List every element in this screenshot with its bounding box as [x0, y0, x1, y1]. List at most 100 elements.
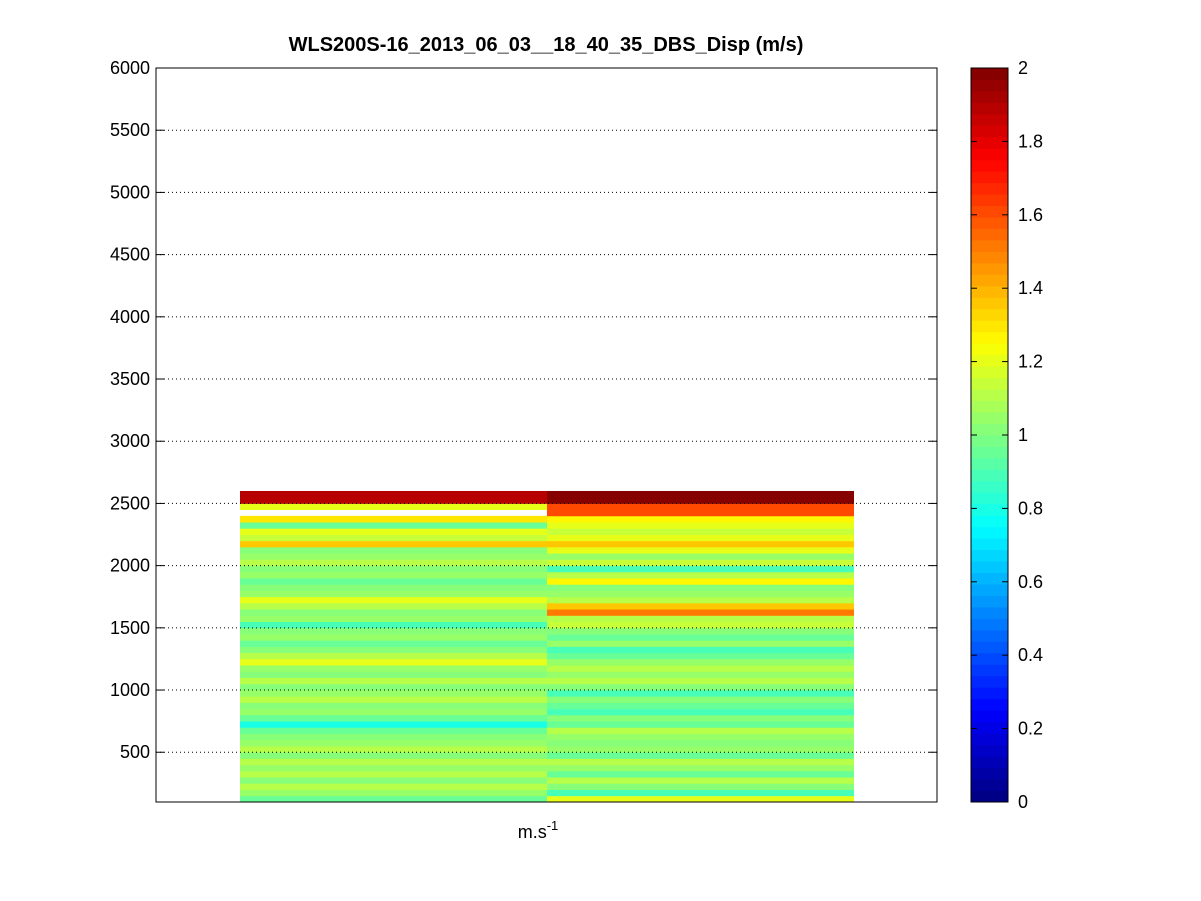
heatmap-cell — [240, 578, 547, 585]
colorbar-swatch — [971, 217, 1008, 229]
heatmap-cell — [240, 770, 547, 778]
heatmap-cell — [240, 546, 547, 554]
colorbar-swatch — [971, 698, 1008, 711]
heatmap-cell — [547, 596, 854, 604]
colorbar-swatch — [971, 721, 1008, 734]
heatmap-cell — [547, 528, 854, 535]
heatmap-cell — [240, 640, 547, 647]
colorbar-swatch — [971, 526, 1008, 539]
colorbar-tick-label: 0.8 — [1018, 498, 1043, 518]
heatmap-cell — [547, 677, 854, 685]
heatmap-cell — [547, 795, 854, 803]
colorbar-tick-label: 0 — [1018, 792, 1028, 812]
colorbar-swatch — [971, 377, 1008, 390]
heatmap-cell — [240, 677, 547, 685]
colorbar-swatch — [971, 412, 1008, 424]
heatmap-cell — [547, 739, 854, 747]
heatmap-cell — [240, 559, 547, 567]
colorbar-swatch — [971, 607, 1008, 619]
colorbar-tick-label: 1 — [1018, 425, 1028, 445]
colorbar-swatch — [971, 779, 1008, 791]
heatmap-cell — [240, 590, 547, 598]
heatmap-cell — [240, 795, 547, 803]
colorbar-swatch — [971, 285, 1008, 298]
colorbar-tick-label: 1.2 — [1018, 352, 1043, 372]
colorbar-swatch — [971, 435, 1008, 447]
colorbar-swatch — [971, 641, 1008, 654]
colorbar-swatch — [971, 102, 1008, 115]
colorbar-swatch — [971, 331, 1008, 344]
colorbar-swatch — [971, 446, 1008, 459]
heatmap-cell — [240, 658, 547, 666]
y-tick-label: 6000 — [110, 58, 150, 78]
heatmap-cell — [547, 665, 854, 672]
colorbar-swatch — [971, 469, 1008, 482]
heatmap-cell — [240, 733, 547, 741]
heatmap-cell — [547, 553, 854, 560]
y-tick-label: 4000 — [110, 307, 150, 327]
colorbar-swatch — [971, 171, 1008, 184]
y-tick-label: 3000 — [110, 431, 150, 451]
heatmap-cell — [240, 721, 547, 728]
heatmap-cell — [240, 777, 547, 784]
colorbar-swatch — [971, 572, 1008, 585]
colorbar-swatch — [971, 756, 1008, 768]
colorbar-swatch — [971, 125, 1008, 138]
heatmap-cells — [240, 490, 854, 803]
colorbar-swatch — [971, 251, 1008, 264]
heatmap-cell — [547, 721, 854, 728]
colorbar-swatch — [971, 515, 1008, 528]
heatmap-cell — [547, 509, 854, 517]
heatmap-cell — [547, 758, 854, 766]
heatmap-cell — [547, 627, 854, 635]
colorbar-swatch — [971, 687, 1008, 700]
colorbar-swatch — [971, 205, 1008, 218]
colorbar-tick-label: 2 — [1018, 58, 1028, 78]
heatmap-cell — [547, 590, 854, 598]
heatmap-cell — [547, 571, 854, 579]
heatmap-cell — [547, 602, 854, 610]
colorbar-swatch — [971, 595, 1008, 608]
heatmap-cell — [240, 789, 547, 797]
colorbar-swatch — [971, 480, 1008, 493]
colorbar-swatch — [971, 744, 1008, 757]
heatmap-cell — [240, 528, 547, 535]
heatmap-cell — [547, 727, 854, 734]
colorbar-swatch — [971, 675, 1008, 688]
colorbar-swatch — [971, 113, 1008, 126]
colorbar-swatch — [971, 68, 1008, 80]
heatmap-cell — [547, 652, 854, 660]
colorbar-swatch — [971, 767, 1008, 780]
colorbar-swatch — [971, 228, 1008, 241]
heatmap-cell — [547, 615, 854, 623]
heatmap-cell — [547, 702, 854, 710]
colorbar-swatch — [971, 457, 1008, 470]
y-axis: 500 1000 1500 2000 2500 3000 3500 4000 4500 5000 5… — [110, 58, 937, 762]
colorbar-tick-label: 0.4 — [1018, 645, 1043, 665]
heatmap-cell — [547, 490, 854, 498]
heatmap-cell — [547, 503, 854, 511]
colorbar-swatch — [971, 423, 1008, 436]
colorbar-swatch — [971, 400, 1008, 413]
heatmap-cell — [240, 739, 547, 747]
colorbar-swatch — [971, 194, 1008, 207]
heatmap-cell — [547, 690, 854, 697]
colorbar-swatch — [971, 320, 1008, 333]
heatmap-cell — [240, 497, 547, 504]
heatmap-cell — [240, 515, 547, 523]
heatmap-cell — [240, 652, 547, 660]
colorbar-tick-label: 1.8 — [1018, 131, 1043, 151]
heatmap-cell — [547, 621, 854, 629]
heatmap-cell — [547, 714, 854, 722]
heatmap-cell — [240, 621, 547, 629]
heatmap-cell — [240, 602, 547, 610]
heatmap-cell — [547, 540, 854, 548]
heatmap-cell — [547, 733, 854, 741]
y-tick-label: 1000 — [110, 680, 150, 700]
colorbar-swatch — [971, 549, 1008, 562]
colorbar-tick-label: 1.4 — [1018, 278, 1043, 298]
heatmap-cell — [547, 634, 854, 641]
heatmap-cell — [547, 671, 854, 678]
colorbar-swatch — [971, 629, 1008, 642]
heatmap-cell — [240, 727, 547, 734]
